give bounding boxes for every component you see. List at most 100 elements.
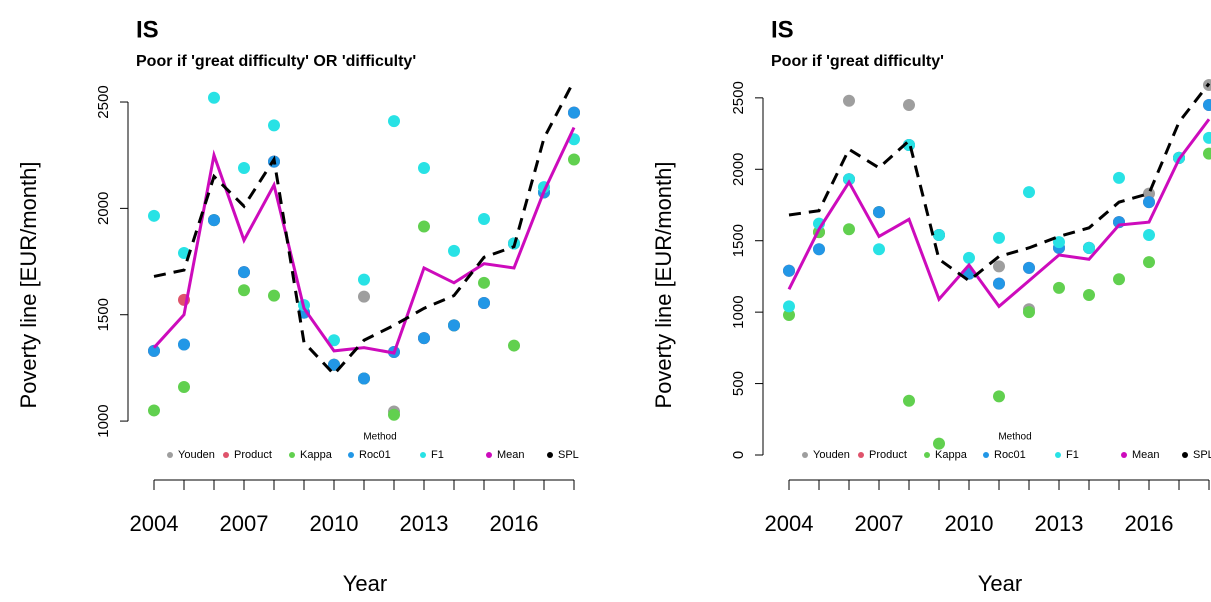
data-point xyxy=(1023,261,1035,274)
y-tick-label: 2000 xyxy=(730,153,747,186)
y-tick-label: 1000 xyxy=(95,404,112,437)
data-point xyxy=(1113,273,1125,286)
legend-label: Youden xyxy=(178,449,215,461)
data-point xyxy=(568,153,580,166)
y-tick-label: 2000 xyxy=(95,192,112,225)
x-axis-label: Year xyxy=(343,571,387,596)
legend-swatch xyxy=(1121,452,1127,458)
data-point xyxy=(783,300,795,313)
legend-swatch xyxy=(924,452,930,458)
legend-swatch xyxy=(223,452,229,458)
data-point xyxy=(903,99,915,111)
data-point xyxy=(238,284,250,297)
legend-swatch xyxy=(167,452,173,458)
panel: IS Poor if 'great difficulty' OR 'difficu… xyxy=(16,16,580,596)
legend-swatch xyxy=(289,452,295,458)
y-tick-label: 1500 xyxy=(95,298,112,331)
data-point xyxy=(568,106,580,119)
data-point xyxy=(388,115,400,128)
data-point xyxy=(813,243,825,256)
legend-swatch xyxy=(1055,452,1061,458)
data-point xyxy=(1113,171,1125,184)
data-point xyxy=(328,358,340,371)
x-axis-label: Year xyxy=(978,571,1022,596)
data-point xyxy=(993,277,1005,290)
data-point xyxy=(418,161,430,174)
y-tick-label: 2500 xyxy=(95,85,112,118)
chart-title: IS xyxy=(136,16,159,43)
x-tick-label: 2013 xyxy=(1035,511,1084,536)
data-point xyxy=(148,344,160,357)
data-point xyxy=(1143,256,1155,269)
y-tick-label: 1000 xyxy=(730,295,747,328)
data-point xyxy=(993,231,1005,244)
legend-swatch xyxy=(420,452,426,458)
data-point xyxy=(1203,131,1211,144)
legend-label: Mean xyxy=(497,449,525,461)
x-tick-label: 2010 xyxy=(310,511,359,536)
data-point xyxy=(508,339,520,352)
data-point xyxy=(1203,147,1211,160)
data-point xyxy=(268,119,280,132)
legend-swatch xyxy=(486,452,492,458)
series-line xyxy=(152,126,576,355)
data-point xyxy=(178,338,190,351)
data-point xyxy=(1023,306,1035,319)
panel: IS Poor if 'great difficulty' 0 500 1000 1500… xyxy=(651,16,1211,596)
series-line xyxy=(787,118,1211,309)
legend-label: Kappa xyxy=(935,449,968,461)
data-point xyxy=(478,276,490,289)
data-point xyxy=(1023,186,1035,199)
x-tick-label: 2004 xyxy=(130,511,179,536)
legend-swatch xyxy=(983,452,989,458)
data-point xyxy=(238,266,250,279)
data-point xyxy=(843,173,855,186)
legend-title: Method xyxy=(363,432,396,443)
legend-label: Product xyxy=(234,449,272,461)
y-tick-label: 1500 xyxy=(730,224,747,257)
x-tick-label: 2013 xyxy=(400,511,449,536)
y-axis-label: Poverty line [EUR/month] xyxy=(651,162,676,409)
data-point xyxy=(1143,196,1155,209)
data-point xyxy=(783,309,795,321)
data-point xyxy=(328,334,340,347)
y-axis-label: Poverty line [EUR/month] xyxy=(16,162,41,409)
x-tick-label: 2007 xyxy=(855,511,904,536)
series-line xyxy=(153,80,576,377)
x-tick-label: 2004 xyxy=(765,511,814,536)
data-point xyxy=(418,332,430,345)
data-point xyxy=(358,273,370,286)
legend-label: Mean xyxy=(1132,449,1160,461)
legend-label: Roc01 xyxy=(359,449,391,461)
data-point xyxy=(903,394,915,407)
legend-label: F1 xyxy=(431,449,444,461)
legend-swatch xyxy=(858,452,864,458)
legend-swatch xyxy=(348,452,354,458)
data-point xyxy=(873,243,885,256)
legend-label: SPL xyxy=(558,449,579,461)
data-point xyxy=(448,319,460,332)
data-point xyxy=(208,91,220,104)
legend-label: Kappa xyxy=(300,449,333,461)
y-tick-label: 0 xyxy=(730,451,747,459)
data-point xyxy=(1083,241,1095,254)
y-tick-label: 2500 xyxy=(730,81,747,114)
data-point xyxy=(208,214,220,227)
data-point xyxy=(993,390,1005,403)
x-tick-label: 2007 xyxy=(220,511,269,536)
legend-swatch xyxy=(547,452,553,458)
y-tick-label: 500 xyxy=(730,371,747,396)
legend-swatch xyxy=(1182,452,1188,458)
data-point xyxy=(843,94,855,107)
data-point xyxy=(358,372,370,385)
data-point xyxy=(148,404,160,417)
data-point xyxy=(238,161,250,174)
data-point xyxy=(843,223,855,236)
data-point xyxy=(1143,229,1155,241)
data-point xyxy=(1053,281,1065,294)
data-point xyxy=(478,213,490,226)
data-point xyxy=(933,229,945,241)
x-tick-label: 2010 xyxy=(945,511,994,536)
data-point xyxy=(873,206,885,219)
